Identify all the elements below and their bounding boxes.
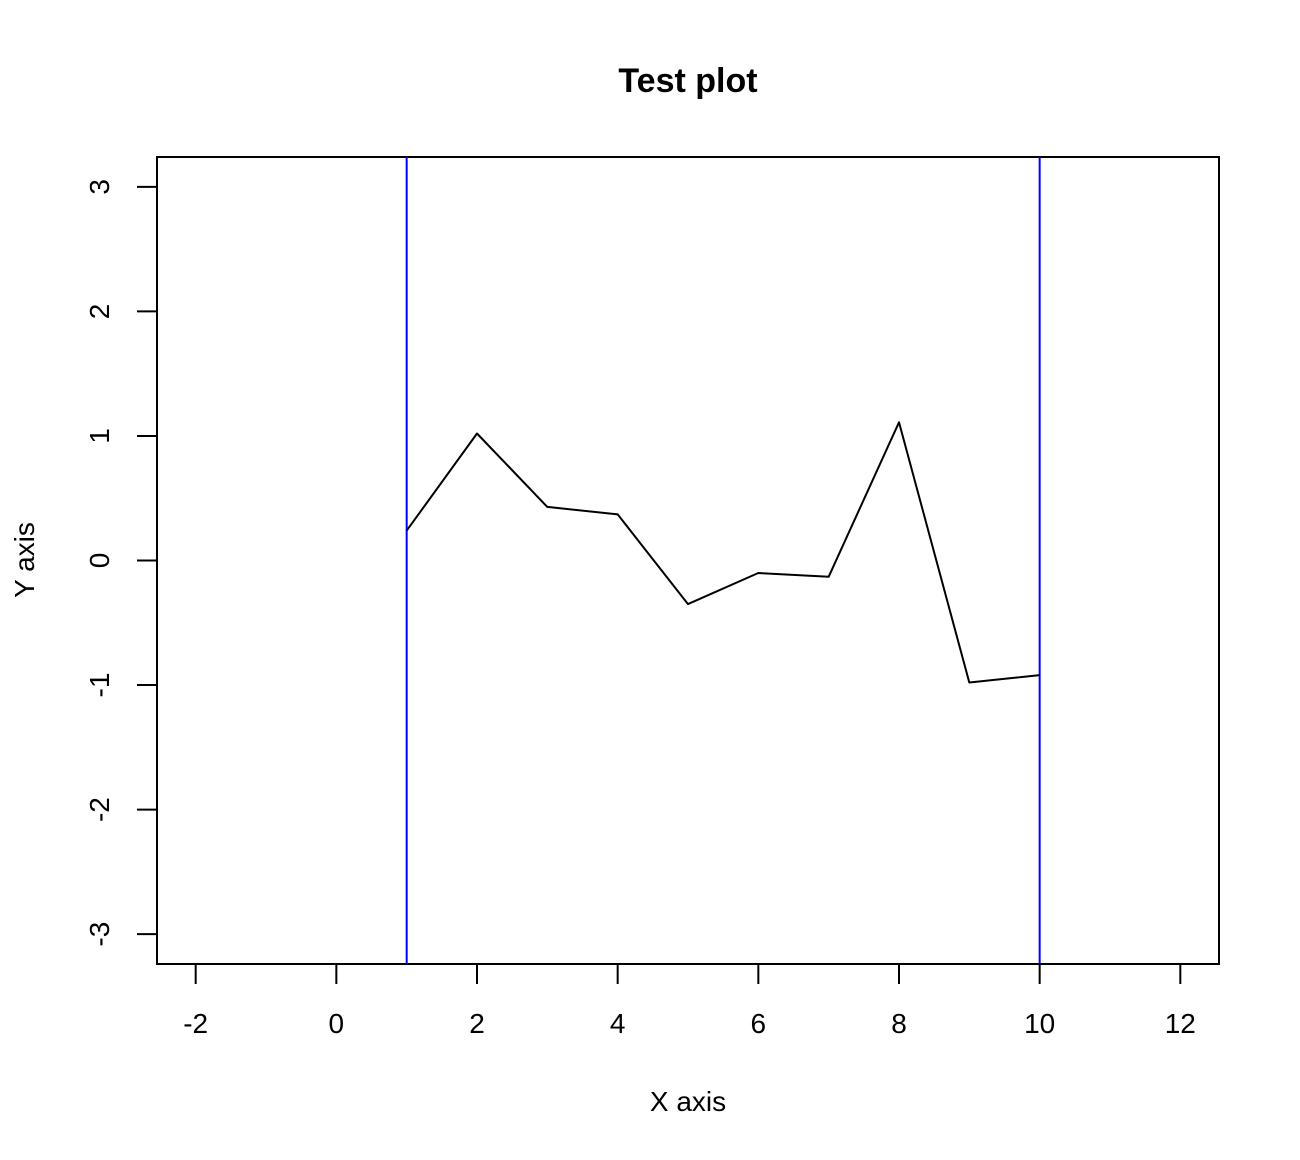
x-tick-label: 4 bbox=[610, 1008, 626, 1039]
x-tick-label: 0 bbox=[329, 1008, 345, 1039]
y-axis: -3 -2 -1 0 1 2 3 bbox=[84, 179, 158, 947]
plot-frame bbox=[156, 156, 1220, 965]
chart-title: Test plot bbox=[618, 62, 757, 100]
series-layer bbox=[405, 421, 1040, 684]
reference-lines bbox=[405, 157, 1041, 964]
y-tick-label: 0 bbox=[84, 553, 115, 569]
x-tick-label: 8 bbox=[891, 1008, 907, 1039]
x-tick-label: 6 bbox=[751, 1008, 767, 1039]
x-axis-label: X axis bbox=[650, 1086, 726, 1117]
y-tick-label: 2 bbox=[84, 304, 115, 320]
x-tick-label: 10 bbox=[1024, 1008, 1055, 1039]
x-axis: -2 0 2 4 6 8 10 12 bbox=[183, 963, 1196, 1039]
y-tick-label: -2 bbox=[84, 797, 115, 822]
y-tick-label: 3 bbox=[84, 179, 115, 195]
y-tick-label: -1 bbox=[84, 673, 115, 698]
y-tick-label: -3 bbox=[84, 922, 115, 947]
x-tick-label: -2 bbox=[183, 1008, 208, 1039]
series-line bbox=[405, 421, 1040, 684]
y-axis-label: Y axis bbox=[9, 522, 40, 598]
y-tick-label: 1 bbox=[84, 428, 115, 444]
x-tick-label: 2 bbox=[469, 1008, 485, 1039]
x-tick-label: 12 bbox=[1165, 1008, 1196, 1039]
